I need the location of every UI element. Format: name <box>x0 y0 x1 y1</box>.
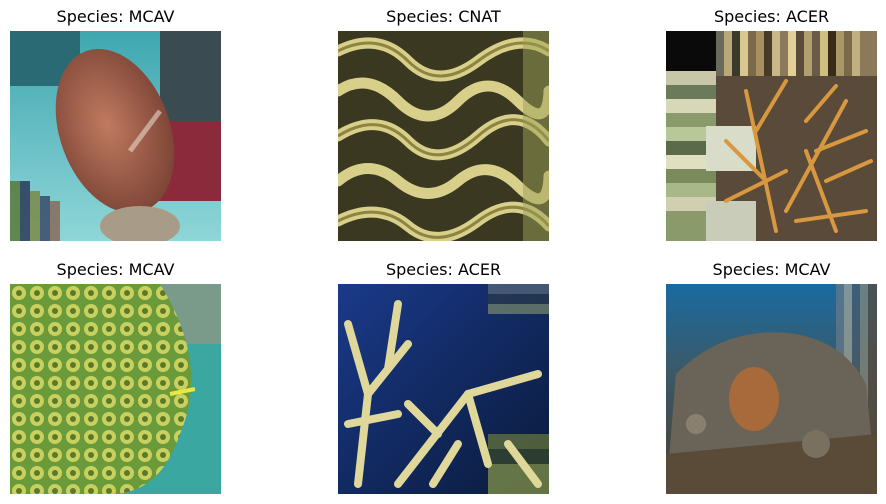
panel-title: Species: ACER <box>713 7 830 26</box>
coral-photo <box>338 31 549 241</box>
panel-title: Species: ACER <box>385 260 502 279</box>
panel-title: Species: MCAV <box>712 260 831 279</box>
coral-photo <box>666 284 877 494</box>
coral-photo <box>666 31 877 241</box>
coral-photo <box>10 284 221 494</box>
panel-title: Species: MCAV <box>56 7 175 26</box>
panel-title: Species: MCAV <box>56 260 175 279</box>
panel-title: Species: CNAT <box>386 7 501 26</box>
coral-photo <box>10 31 221 241</box>
coral-photo <box>338 284 549 494</box>
